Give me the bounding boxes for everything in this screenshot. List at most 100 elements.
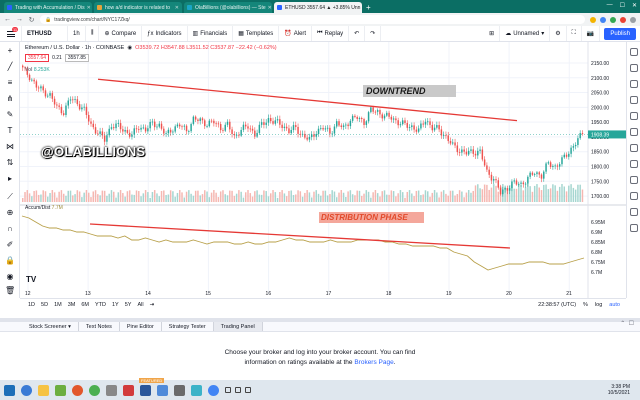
close-tab-icon[interactable]: ✕	[174, 4, 179, 11]
dom-icon[interactable]	[630, 208, 638, 216]
app-icon[interactable]	[106, 384, 117, 396]
price-chart-svg[interactable]: 2150.002100.002050.002000.001950.001900.…	[20, 42, 626, 298]
tab-pine-editor[interactable]: Pine Editor	[120, 322, 162, 331]
alert-button[interactable]: ⏰ Alert	[279, 26, 313, 41]
crosshair-icon[interactable]: +	[7, 46, 13, 55]
profile-icon[interactable]	[630, 16, 636, 23]
app-icon[interactable]	[157, 384, 168, 396]
url-field[interactable]: 🔒 tradingview.com/chart/NYC17Zkq/	[40, 15, 585, 24]
watchlist-icon[interactable]	[630, 48, 638, 56]
browser-tab[interactable]: OlaBillions (@olabillions) — Ste ✕	[184, 2, 272, 13]
main-menu-button[interactable]: 11	[0, 26, 22, 41]
fullscreen-button[interactable]: ⛶	[567, 26, 582, 41]
chevron-up-icon[interactable]: ⌃	[620, 321, 626, 327]
range-6m[interactable]: 6M	[81, 302, 89, 308]
close-tab-icon[interactable]: ✕	[86, 4, 91, 11]
interval-selector[interactable]: 1h	[68, 26, 86, 41]
auto-scale-toggle[interactable]: auto	[609, 302, 620, 308]
range-1m[interactable]: 1M	[54, 302, 62, 308]
log-scale-toggle[interactable]: log	[594, 302, 603, 308]
pattern-tool-icon[interactable]: ⋈	[6, 142, 14, 151]
range-ytd[interactable]: YTD	[94, 302, 106, 308]
publish-button[interactable]: Publish	[604, 27, 636, 40]
app-icon[interactable]	[174, 384, 185, 396]
brokers-page-link[interactable]: Brokers Page	[354, 359, 394, 366]
network-icon[interactable]	[225, 387, 231, 393]
maximize-icon[interactable]: ☐	[619, 3, 625, 9]
layout-grid-button[interactable]: ⊞	[484, 26, 501, 41]
forward-icon[interactable]: →	[16, 16, 23, 23]
volume-icon[interactable]	[235, 387, 241, 393]
browser-tab[interactable]: Trading with Accumulation / Dis ✕	[4, 2, 92, 13]
trendline-tool-icon[interactable]: ╱	[7, 62, 13, 71]
ie-browser-icon[interactable]	[21, 384, 32, 396]
extension-icon[interactable]	[600, 16, 606, 23]
settings-button[interactable]: ⚙	[550, 26, 567, 41]
magnet-icon[interactable]: ∩	[7, 224, 13, 233]
extension-icon[interactable]	[610, 16, 616, 23]
range-1d[interactable]: 1D	[28, 302, 36, 308]
range-5d[interactable]: 5D	[41, 302, 49, 308]
tab-strategy-tester[interactable]: Strategy Tester	[162, 322, 214, 331]
notifications-icon[interactable]	[630, 176, 638, 184]
distribution-phase-annotation[interactable]: DISTRIBUTION PHASE	[319, 212, 424, 223]
word-icon[interactable]	[140, 384, 151, 396]
range-5y[interactable]: 5Y	[124, 302, 132, 308]
chart-pane[interactable]: 2150.002100.002050.002000.001950.001900.…	[20, 42, 626, 298]
close-tab-icon[interactable]: ✕	[360, 5, 362, 11]
indicators-button[interactable]: ƒx Indicators	[142, 26, 188, 41]
streams-icon[interactable]	[630, 160, 638, 168]
order-panel-icon[interactable]	[630, 192, 638, 200]
media-player-icon[interactable]	[55, 384, 66, 396]
redo-button[interactable]: ↷	[365, 26, 382, 41]
undo-button[interactable]: ↶	[349, 26, 366, 41]
compare-button[interactable]: ⊕ Compare	[99, 26, 143, 41]
collapse-arrow-icon[interactable]: ▸	[7, 174, 12, 183]
trash-icon[interactable]: 🗑	[5, 286, 16, 295]
utc-clock[interactable]: 22:38:57 (UTC)	[538, 302, 577, 308]
buy-price-box[interactable]: 3557.85	[64, 54, 89, 62]
chrome-icon[interactable]	[208, 384, 219, 396]
range-3m[interactable]: 3M	[67, 302, 76, 308]
calendar-icon[interactable]	[630, 112, 638, 120]
app-icon[interactable]	[191, 384, 202, 396]
goto-date-icon[interactable]: ⇥	[149, 302, 155, 308]
system-clock[interactable]: 3:38 PM 10/5/2021	[607, 384, 630, 396]
percent-scale-toggle[interactable]: %	[583, 302, 588, 308]
eye-icon[interactable]: ◉	[127, 45, 133, 51]
replay-button[interactable]: ⏮ Replay	[312, 26, 350, 41]
chrome-icon[interactable]	[89, 384, 100, 396]
chat-icon[interactable]	[630, 144, 638, 152]
new-tab-button[interactable]: +	[366, 3, 371, 12]
close-window-icon[interactable]: ✕	[631, 3, 637, 9]
alerts-icon[interactable]	[630, 64, 638, 72]
layout-name-button[interactable]: ☁ Unnamed ▾	[500, 26, 551, 41]
app-icon[interactable]	[123, 384, 134, 396]
financials-button[interactable]: ▥ Financials	[188, 26, 234, 41]
firefox-icon[interactable]	[72, 384, 83, 396]
symbol-search[interactable]: ETHUSD	[22, 26, 68, 41]
hotlist-icon[interactable]	[630, 96, 638, 104]
horizontal-line-tool-icon[interactable]: ≡	[7, 78, 13, 87]
downtrend-annotation[interactable]: DOWNTREND	[363, 85, 456, 97]
brush-tool-icon[interactable]: ✎	[6, 110, 14, 119]
tab-text-notes[interactable]: Text Notes	[79, 322, 120, 331]
zoom-in-icon[interactable]: ⊕	[6, 208, 14, 217]
pitchfork-tool-icon[interactable]: ⋔	[6, 94, 14, 103]
prediction-tool-icon[interactable]: ⇅	[6, 158, 14, 167]
browser-tab[interactable]: how a/d indicator is related to ✕	[94, 2, 182, 13]
range-all[interactable]: All	[137, 302, 144, 308]
snapshot-button[interactable]: 📷	[582, 26, 601, 41]
back-icon[interactable]: ←	[4, 16, 11, 23]
maximize-panel-icon[interactable]: ☐	[628, 321, 634, 327]
star-icon[interactable]	[590, 16, 596, 23]
battery-icon[interactable]	[245, 387, 251, 393]
reload-icon[interactable]: ↻	[28, 16, 35, 24]
lock-icon[interactable]: 🔒	[5, 256, 15, 265]
minimize-icon[interactable]: —	[606, 2, 613, 8]
chart-type-button[interactable]: ⫼	[86, 26, 100, 41]
file-explorer-icon[interactable]	[38, 384, 49, 396]
start-menu-icon[interactable]	[4, 384, 15, 396]
extension-icon[interactable]	[620, 16, 626, 23]
sell-price-box[interactable]: 3557.64	[25, 54, 50, 62]
